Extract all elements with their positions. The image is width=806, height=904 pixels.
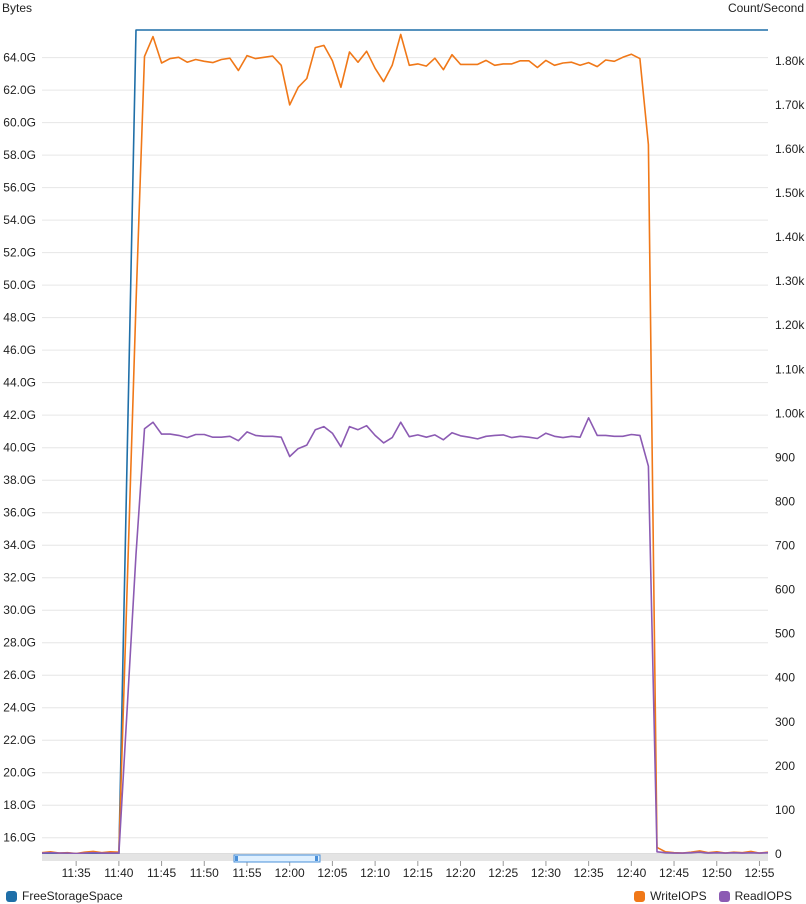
right-tick-label: 0	[775, 847, 782, 861]
x-tick-label: 12:15	[403, 866, 433, 880]
left-tick-label: 38.0G	[3, 473, 36, 487]
right-tick-label: 900	[775, 450, 795, 464]
x-tick-label: 12:50	[702, 866, 732, 880]
right-tick-label: 600	[775, 583, 795, 597]
scrollbar-right-handle[interactable]	[315, 856, 318, 861]
right-tick-label: 500	[775, 627, 795, 641]
left-tick-label: 58.0G	[3, 148, 36, 162]
scrollbar-track[interactable]	[42, 854, 768, 861]
left-tick-label: 44.0G	[3, 376, 36, 390]
legend-swatch-writeiops	[634, 890, 646, 902]
x-tick-label: 11:40	[104, 866, 133, 880]
right-tick-label: 1.70k	[775, 98, 805, 112]
legend-label-freestoragespace[interactable]: FreeStorageSpace	[22, 889, 123, 903]
scrollbar-left-handle[interactable]	[235, 856, 238, 861]
left-axis-label: Bytes	[2, 1, 32, 15]
legend-item-writeiops[interactable]: WriteIOPS	[634, 889, 707, 903]
series-layer	[41, 29, 769, 855]
x-tick-label: 12:55	[744, 866, 774, 880]
left-tick-label: 30.0G	[3, 603, 36, 617]
legend-label-writeiops[interactable]: WriteIOPS	[650, 889, 707, 903]
x-tick-label: 12:10	[360, 866, 390, 880]
left-axis-ticks: 16.0G 18.0G 20.0G 22.0G 24.0G 26.0G 28.0G 30.0G…	[3, 51, 36, 845]
x-tick-label: 11:50	[190, 866, 219, 880]
right-tick-label: 400	[775, 671, 795, 685]
left-tick-label: 20.0G	[3, 766, 36, 780]
left-tick-label: 24.0G	[3, 701, 36, 715]
left-tick-label: 40.0G	[3, 441, 36, 455]
right-tick-label: 200	[775, 759, 795, 773]
legend-right: WriteIOPS ReadIOPS	[622, 889, 792, 903]
left-tick-label: 48.0G	[3, 311, 36, 325]
x-tick-label: 11:55	[232, 866, 261, 880]
series-line-writeiops	[41, 33, 769, 855]
left-tick-label: 26.0G	[3, 668, 36, 682]
legend-label-readiops[interactable]: ReadIOPS	[734, 889, 792, 903]
legend-item-readiops[interactable]: ReadIOPS	[718, 889, 792, 903]
right-axis-label: Count/Second	[728, 1, 804, 15]
left-tick-label: 54.0G	[3, 213, 36, 227]
x-tick-label: 12:45	[659, 866, 689, 880]
series-line-readiops	[41, 416, 769, 855]
grid-lines	[42, 57, 768, 855]
time-range-scrollbar[interactable]	[42, 854, 768, 863]
series-line-freestoragespace	[42, 29, 768, 855]
legend-swatch-readiops	[718, 890, 730, 902]
left-tick-label: 56.0G	[3, 181, 36, 195]
x-tick-label: 12:05	[317, 866, 347, 880]
right-tick-label: 100	[775, 803, 795, 817]
x-tick-label: 11:35	[62, 866, 91, 880]
left-tick-label: 36.0G	[3, 506, 36, 520]
right-tick-label: 800	[775, 494, 795, 508]
x-tick-label: 12:35	[574, 866, 604, 880]
right-tick-label: 1.60k	[775, 142, 805, 156]
left-tick-label: 28.0G	[3, 636, 36, 650]
left-tick-label: 62.0G	[3, 83, 36, 97]
left-tick-label: 18.0G	[3, 798, 36, 812]
left-tick-label: 32.0G	[3, 571, 36, 585]
right-tick-label: 1.20k	[775, 318, 805, 332]
left-tick-label: 46.0G	[3, 343, 36, 357]
x-tick-label: 12:30	[531, 866, 561, 880]
left-tick-label: 22.0G	[3, 733, 36, 747]
right-tick-label: 1.80k	[775, 54, 805, 68]
right-tick-label: 1.40k	[775, 230, 805, 244]
right-tick-label: 700	[775, 539, 795, 553]
x-tick-label: 12:25	[488, 866, 518, 880]
scrollbar-thumb[interactable]	[233, 854, 321, 863]
x-tick-label: 12:20	[446, 866, 476, 880]
left-tick-label: 60.0G	[3, 116, 36, 130]
x-axis-ticks: 11:35 11:40 11:45 11:50 11:55 12:00 12:05 12:10…	[62, 861, 775, 880]
left-tick-label: 16.0G	[3, 831, 36, 845]
legend-left: FreeStorageSpace	[6, 889, 123, 903]
left-tick-label: 64.0G	[3, 51, 36, 65]
right-axis-ticks: 0 100 200 300 400 500 600 700 800 900 1.00k 1.10k 1.…	[775, 54, 805, 861]
left-tick-label: 42.0G	[3, 408, 36, 422]
right-tick-label: 1.10k	[775, 362, 805, 376]
legend-swatch-freestoragespace	[6, 890, 17, 902]
x-tick-label: 12:00	[275, 866, 305, 880]
left-tick-label: 34.0G	[3, 538, 36, 552]
left-tick-label: 50.0G	[3, 278, 36, 292]
right-tick-label: 1.00k	[775, 406, 805, 420]
right-tick-label: 300	[775, 715, 795, 729]
x-tick-label: 11:45	[147, 866, 176, 880]
right-tick-label: 1.50k	[775, 186, 805, 200]
x-tick-label: 12:40	[616, 866, 646, 880]
left-tick-label: 52.0G	[3, 246, 36, 260]
right-tick-label: 1.30k	[775, 274, 805, 288]
